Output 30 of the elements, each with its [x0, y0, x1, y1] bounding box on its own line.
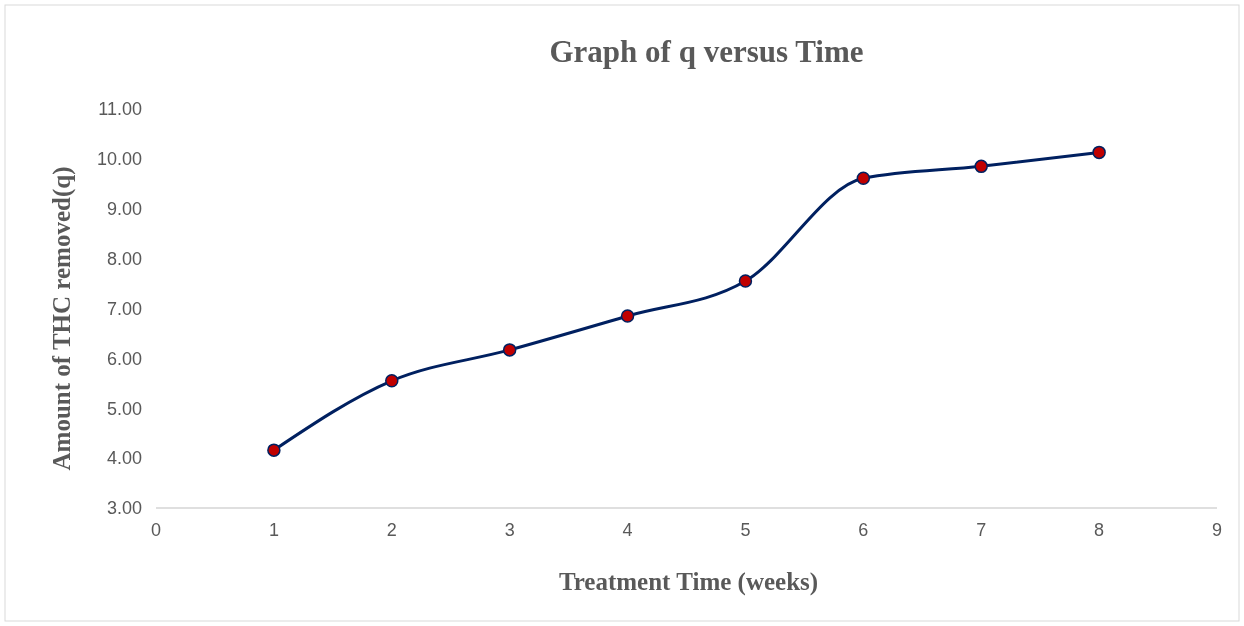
- y-tick-label: 5.00: [106, 398, 142, 419]
- point: [620, 309, 635, 323]
- x-tick-label: 3: [504, 520, 515, 540]
- x-tick-label: 5: [740, 520, 751, 540]
- y-tick-label: 4.00: [106, 448, 142, 469]
- y-tick-label: 10.00: [96, 149, 142, 170]
- y-tick-label: 3.00: [106, 498, 142, 519]
- point: [1092, 145, 1106, 160]
- y-tick-label: 11.00: [98, 99, 142, 120]
- chart-title: Graph of q versus Time: [549, 34, 864, 69]
- x-tick-label: 8: [1094, 520, 1105, 540]
- y-tick-label: 8.00: [106, 248, 142, 269]
- y-axis-title: Amount of THC removed(q): [48, 166, 76, 471]
- point: [502, 343, 517, 357]
- x-tick-label: 9: [1211, 520, 1223, 540]
- x-tick-label: 7: [976, 520, 987, 540]
- x-tick-label: 4: [622, 520, 633, 540]
- x-tick-label: 6: [858, 520, 869, 540]
- y-tick-label: 9.00: [106, 199, 142, 220]
- point: [738, 274, 753, 288]
- y-tick-label: 7.00: [106, 298, 142, 319]
- point: [385, 374, 399, 388]
- point: [856, 171, 871, 186]
- x-axis-title: Treatment Time (weeks): [558, 568, 819, 596]
- x-tick-label: 1: [268, 520, 279, 540]
- x-tick-label: 2: [386, 520, 397, 540]
- y-tick-label: 6.00: [106, 348, 142, 369]
- x-tick-label: 0: [150, 520, 162, 540]
- point: [267, 443, 281, 457]
- point: [974, 159, 988, 174]
